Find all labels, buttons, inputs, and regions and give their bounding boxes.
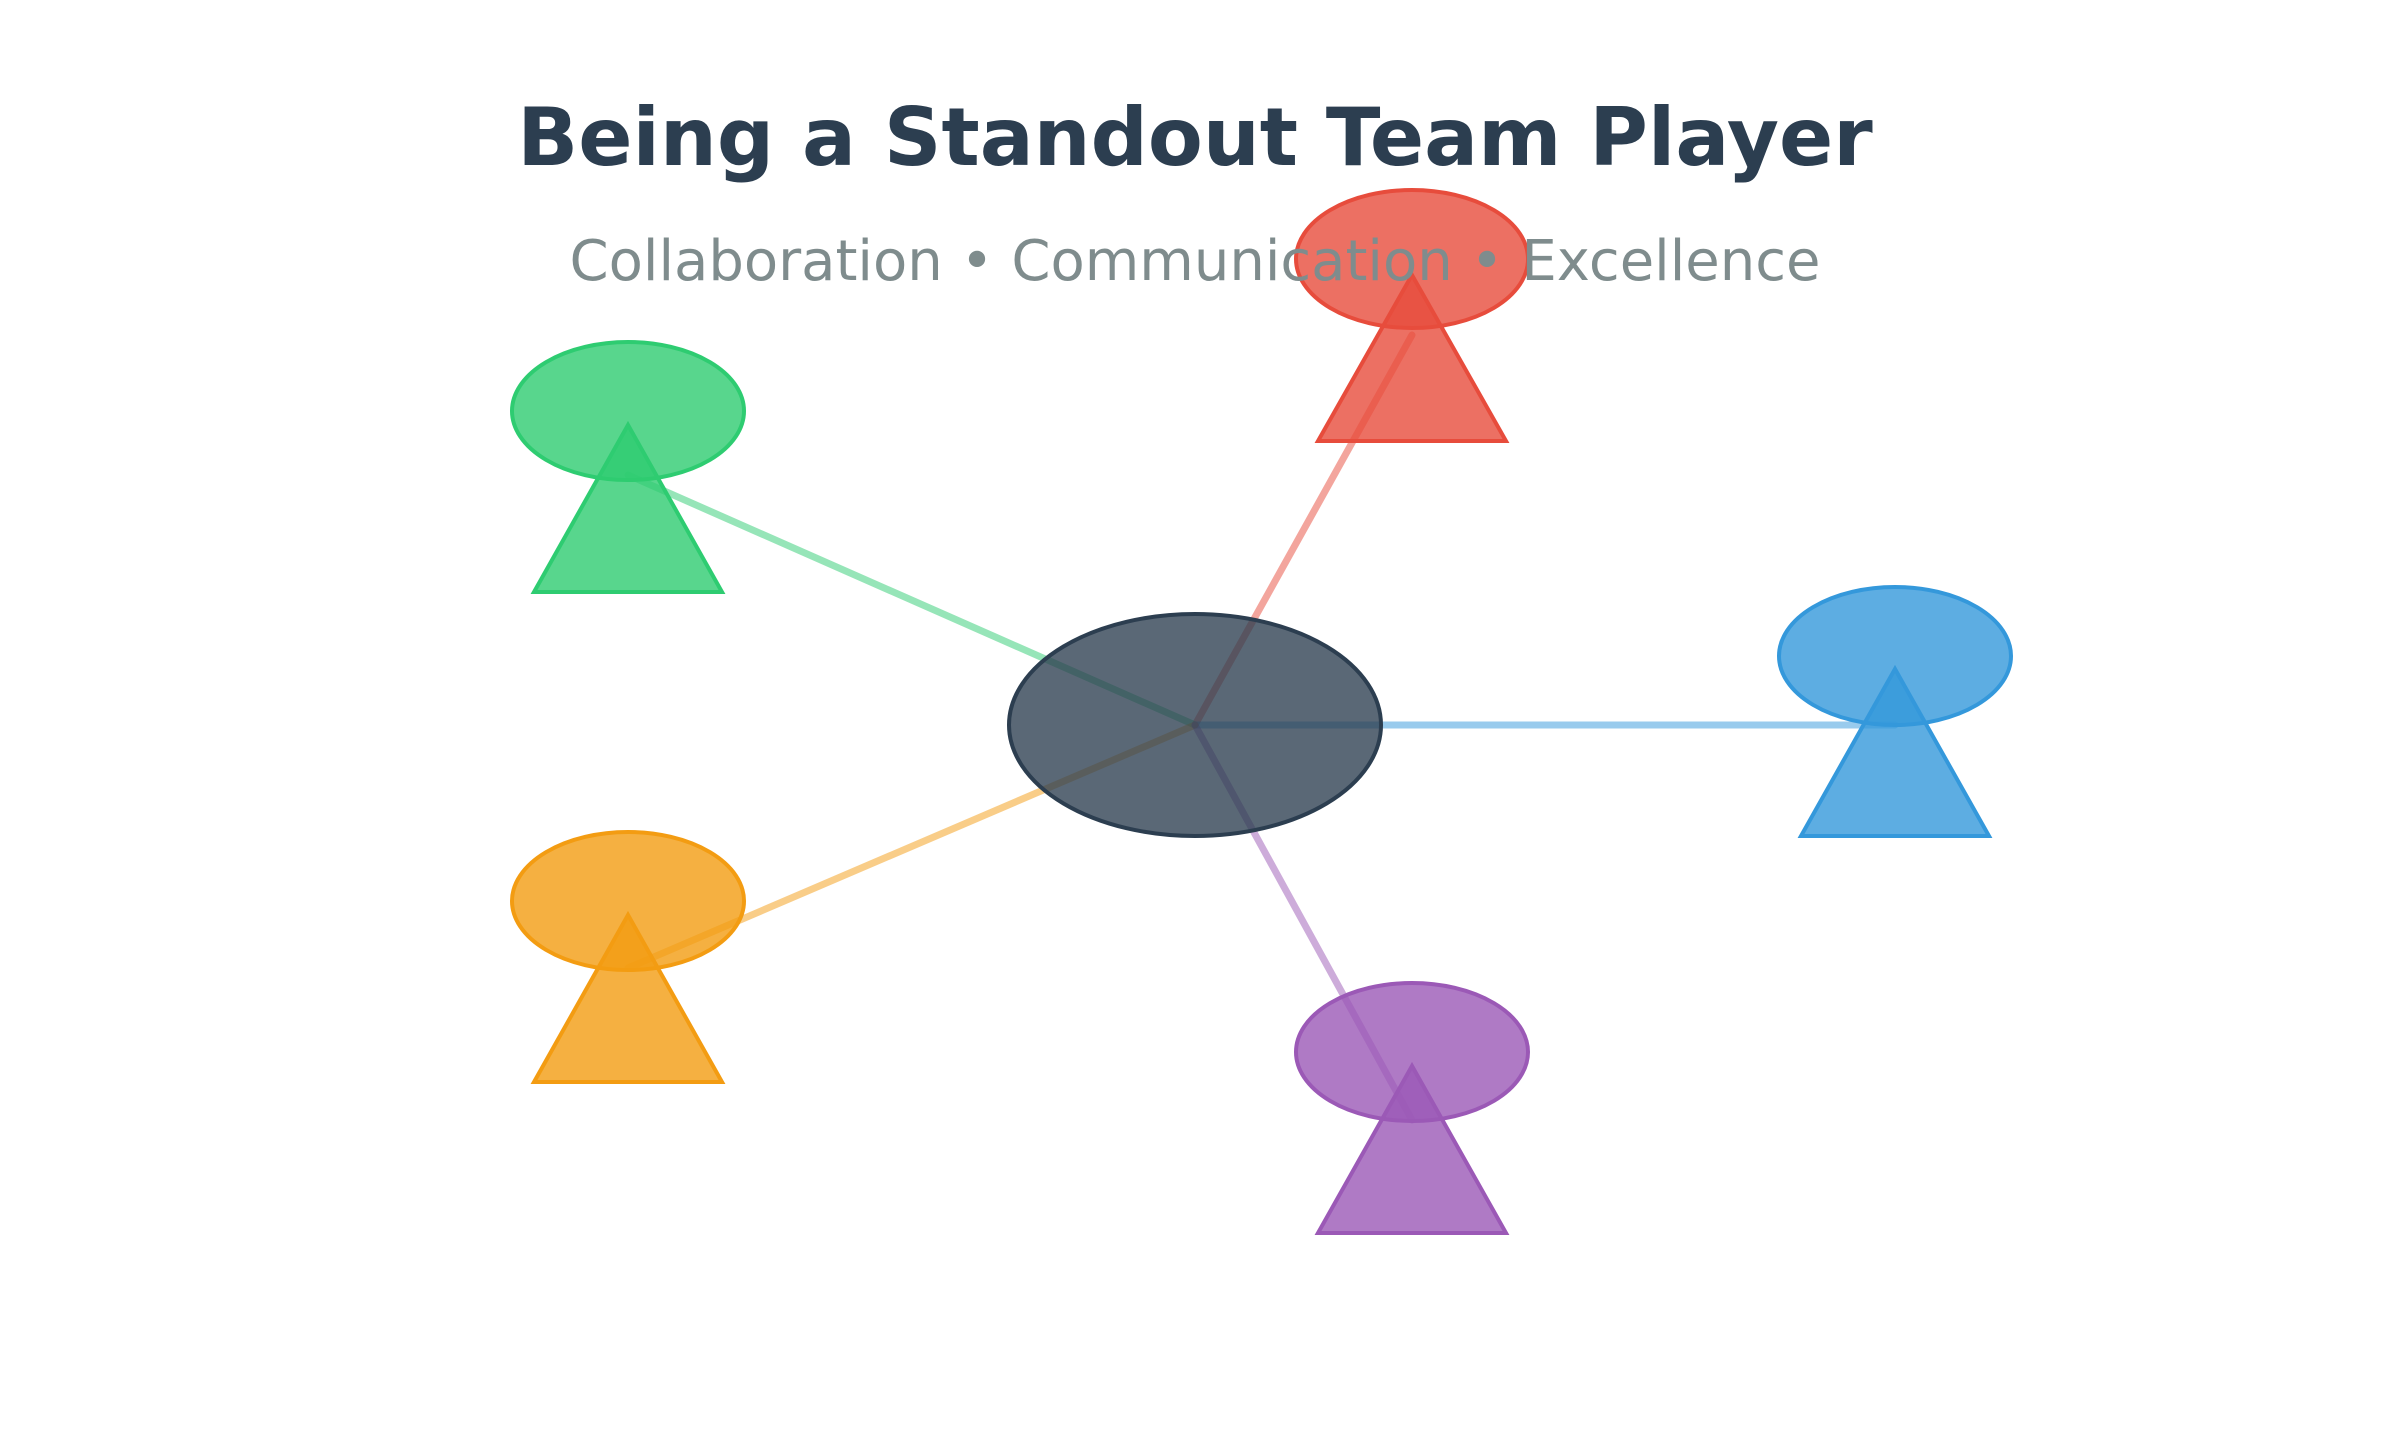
team-member-purple [1294, 981, 1530, 1235]
center-hub [1007, 612, 1383, 838]
page-title: Being a Standout Team Player [517, 91, 1873, 184]
person-body-icon [530, 420, 726, 594]
team-member-orange [510, 830, 746, 1084]
person-body-icon [1797, 664, 1993, 838]
person-body-icon [1314, 270, 1510, 443]
team-member-red [1294, 188, 1530, 443]
team-member-green [510, 340, 746, 594]
page-subtitle: Collaboration • Communication • Excellen… [570, 229, 1821, 294]
team-member-blue [1777, 585, 2013, 838]
person-body-icon [1314, 1061, 1510, 1235]
person-body-icon [530, 910, 726, 1084]
